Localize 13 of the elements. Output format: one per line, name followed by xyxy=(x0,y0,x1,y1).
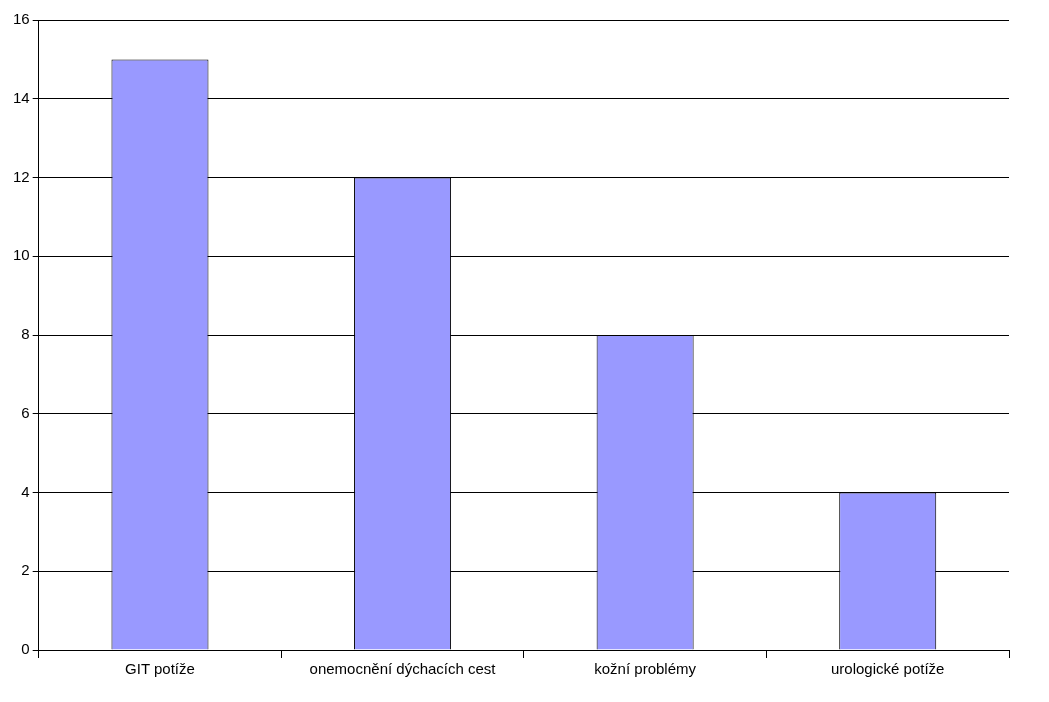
y-tick-label: 6 xyxy=(21,403,30,421)
y-tick-label: 4 xyxy=(21,482,30,500)
y-tick-label: 14 xyxy=(13,88,30,106)
x-tick-label: GIT potíže xyxy=(125,660,195,678)
x-tick-label: onemocnění dýchacích cest xyxy=(309,660,497,678)
y-tick-label: 12 xyxy=(13,167,30,185)
y-tick-label: 2 xyxy=(21,561,30,579)
y-tick-label: 10 xyxy=(13,246,30,264)
x-tick-label: urologické potíže xyxy=(831,660,945,678)
y-tick-label: 0 xyxy=(21,640,30,658)
x-tick-label: kožní problémy xyxy=(594,660,697,678)
y-tick-label: 16 xyxy=(13,10,30,28)
y-tick-label: 8 xyxy=(21,325,30,343)
